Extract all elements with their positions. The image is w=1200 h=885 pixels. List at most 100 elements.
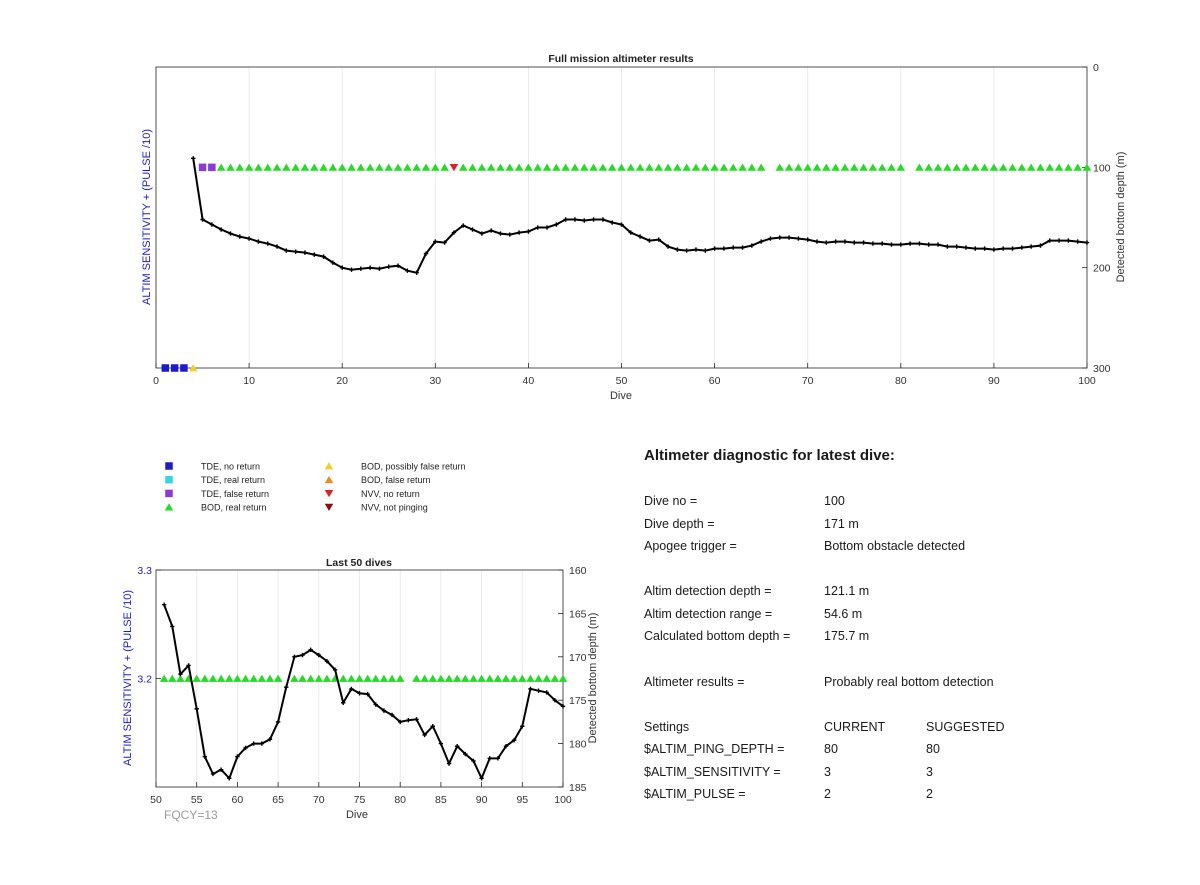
top-status-marker [542,163,552,171]
bottom-depth-point [292,654,297,659]
diag-value: Bottom obstacle detected [824,539,966,553]
settings-label: $ALTIM_PULSE = [644,787,746,801]
diag-label: Altim detection depth = [644,584,772,598]
top-depth-point [321,254,326,259]
diag-label: Altim detection range = [644,607,773,621]
top-x-tick-label: 10 [243,375,255,387]
top-depth-point [786,235,792,240]
top-depth-point [1066,238,1071,243]
top-chart-right-y-ticks: 0 100 200 300 [1082,62,1111,375]
bottom-depth-point [170,624,175,629]
top-status-marker [347,163,356,171]
bottom-depth-point [560,704,566,709]
top-depth-point [330,260,336,265]
top-status-marker [710,163,719,171]
top-status-marker [580,163,589,171]
bottom-right-y-tick-label: 180 [569,739,587,751]
legend-label: TDE, real return [201,475,265,485]
top-status-marker [384,163,393,171]
top-depth-point [423,251,429,256]
bottom-depth-point [528,686,533,692]
bottom-status-marker [452,674,462,682]
bottom-status-marker [192,674,201,682]
bottom-depth-point [414,717,419,722]
top-depth-point [274,244,280,249]
bottom-chart-xlabel: Dive [346,809,368,821]
top-status-marker [617,163,626,171]
top-depth-point [1028,244,1034,249]
bottom-depth-point [511,737,517,743]
top-status-marker [161,364,170,372]
top-depth-point [879,241,885,246]
top-depth-point [470,227,475,232]
top-depth-point [563,217,568,222]
bottom-status-marker [412,674,421,682]
bottom-x-tick-label: 60 [232,794,244,806]
top-depth-point [488,228,494,233]
bottom-x-tick-label: 90 [476,794,488,806]
top-depth-point [712,246,717,251]
legend-label: NVV, no return [361,489,420,499]
top-status-marker [533,163,542,171]
bottom-x-tick-label: 100 [554,794,572,806]
top-depth-point [265,241,270,246]
bottom-depth-point [267,737,273,742]
top-x-tick-label: 80 [895,375,907,387]
bottom-status-marker [233,674,242,682]
bottom-status-marker [208,674,218,682]
top-status-marker [319,163,328,171]
legend-swatch [164,503,174,511]
top-depth-point [433,239,438,244]
bottom-depth-point [235,754,240,759]
bottom-depth-line [163,604,564,781]
bottom-depth-point [300,652,305,658]
bottom-depth-point [251,741,256,746]
settings-suggested: 3 [926,765,933,779]
bottom-depth-point [463,751,468,757]
top-chart-depth-series [191,156,1090,275]
top-status-marker [412,163,421,171]
bottom-status-marker [469,674,478,682]
bottom-right-y-tick-label: 160 [569,565,587,577]
top-status-marker [701,163,710,171]
top-status-marker [226,163,235,171]
bottom-chart-depth-series [161,602,566,781]
top-depth-line [192,158,1088,274]
top-depth-point [703,248,708,253]
bottom-status-marker [265,674,275,682]
bottom-status-marker [249,674,258,682]
settings-label: $ALTIM_SENSITIVITY = [644,765,781,779]
top-status-marker [254,163,263,171]
bottom-depth-point [381,708,387,713]
bottom-status-marker [306,674,315,682]
bottom-status-marker [347,674,356,682]
bottom-status-marker [493,674,503,682]
top-depth-point [935,242,941,247]
bottom-depth-point [349,686,354,692]
top-depth-point [609,220,615,225]
bottom-status-marker [395,674,405,682]
bottom-x-tick-label: 55 [191,794,203,806]
bottom-status-marker [526,674,535,682]
top-status-marker [375,163,384,171]
bottom-depth-point [186,663,191,668]
top-depth-point [582,218,587,223]
top-status-marker [756,163,766,171]
top-status-marker [1064,163,1073,171]
top-status-marker [1008,163,1017,171]
top-depth-point [507,232,512,237]
top-depth-point [284,248,289,253]
bottom-depth-point [495,756,501,761]
bottom-status-marker [257,674,267,682]
top-status-marker [524,163,533,171]
top-status-marker [896,163,906,171]
legend-swatch [324,462,334,470]
top-status-marker [840,163,850,171]
top-status-marker [570,163,580,171]
top-status-marker [263,163,272,171]
top-depth-point [554,222,559,227]
settings-header-label: Settings [644,720,690,734]
top-depth-point [1056,238,1062,243]
diag-label: Calculated bottom depth = [644,629,791,643]
top-status-marker [310,163,319,171]
